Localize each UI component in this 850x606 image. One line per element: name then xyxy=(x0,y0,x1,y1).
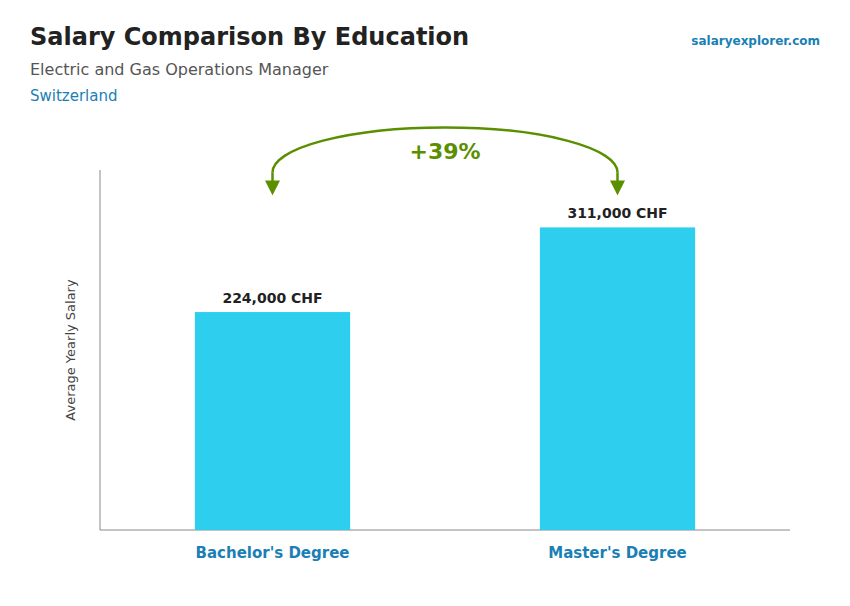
change-label: +39% xyxy=(409,139,480,164)
data-label: 311,000 CHF xyxy=(567,205,667,221)
data-label: 224,000 CHF xyxy=(222,290,322,306)
category-label: Bachelor's Degree xyxy=(196,544,350,562)
bar xyxy=(540,227,695,530)
subtitle: Electric and Gas Operations Manager xyxy=(30,60,329,79)
change-arrow xyxy=(271,172,274,192)
y-axis-label: Average Yearly Salary xyxy=(63,279,78,421)
category-label: Master's Degree xyxy=(548,544,687,562)
chart: Salary Comparison By Education Electric a… xyxy=(0,0,850,606)
y-axis-line xyxy=(100,170,101,530)
change-arc xyxy=(273,127,618,172)
bars xyxy=(195,227,695,530)
watermark: salaryexplorer.com xyxy=(691,34,820,48)
bar xyxy=(195,312,350,530)
country: Switzerland xyxy=(30,87,118,105)
title: Salary Comparison By Education xyxy=(30,23,469,51)
change-arrow xyxy=(616,172,619,192)
